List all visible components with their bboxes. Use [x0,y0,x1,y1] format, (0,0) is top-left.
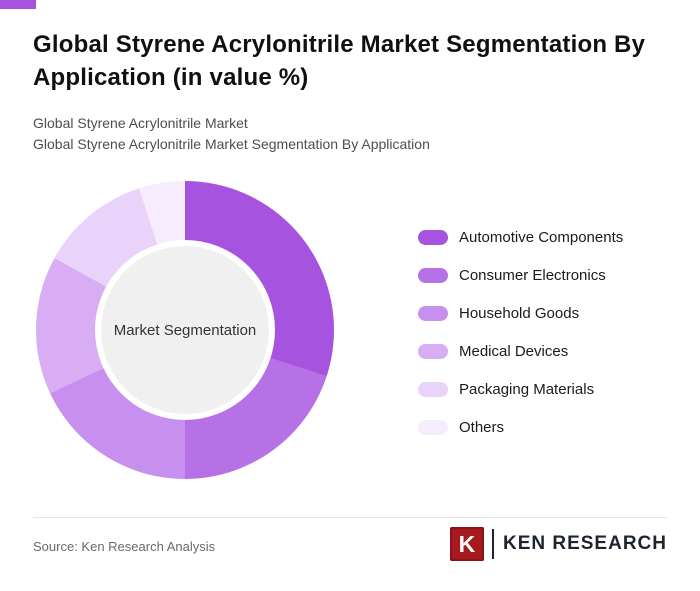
legend-label: Medical Devices [459,343,569,360]
legend-label: Consumer Electronics [459,267,606,284]
legend-label: Others [459,419,505,436]
legend-item: Packaging Materials [418,379,623,400]
donut-chart: Market Segmentation [36,181,334,479]
subtitle-segmentation: Global Styrene Acrylonitrile Market Segm… [33,136,430,152]
donut-center: Market Segmentation [95,240,275,420]
legend-label: Household Goods [459,305,580,322]
source-note: Source: Ken Research Analysis [33,539,216,554]
legend-swatch [418,268,448,283]
footer-divider [33,517,667,518]
legend-swatch [418,344,448,359]
legend-item: Household Goods [418,303,623,324]
legend-swatch [418,306,448,321]
ken-research-logo-icon: K [449,527,484,561]
legend-label: Automotive Components [459,229,624,246]
legend-item: Consumer Electronics [418,265,623,286]
accent-bar [0,0,36,9]
legend-swatch [418,420,448,435]
logo-letter: K [458,530,476,557]
subtitle-market-name: Global Styrene Acrylonitrile Market [33,115,248,131]
page-title: Global Styrene Acrylonitrile Market Segm… [33,31,646,91]
legend-item: Automotive Components [418,227,623,248]
legend-item: Medical Devices [418,341,623,362]
ken-research-logo: K KEN RESEARCH [449,527,667,561]
legend-item: Others [418,417,623,438]
legend-label: Packaging Materials [459,381,595,398]
chart-legend: Automotive Components Consumer Electronic… [418,227,623,438]
subtitle-block: Global Styrene Acrylonitrile Market Glob… [33,113,430,155]
logo-divider [491,529,494,559]
ken-research-logo-text: KEN RESEARCH [502,533,667,554]
donut-center-label: Market Segmentation [113,321,257,339]
legend-swatch [418,230,448,245]
legend-swatch [418,382,448,397]
